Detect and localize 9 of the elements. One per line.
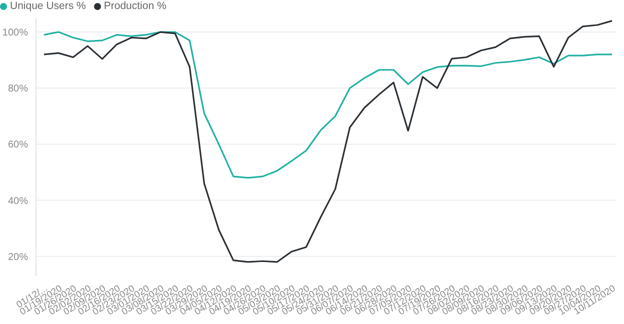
y-tick-label: 80% bbox=[8, 84, 28, 95]
y-tick-label: 40% bbox=[8, 196, 28, 207]
legend-label: Unique Users % bbox=[10, 0, 86, 12]
line-series bbox=[43, 20, 613, 263]
y-tick-label: 60% bbox=[8, 140, 28, 151]
y-tick-label: 20% bbox=[8, 252, 28, 263]
legend-label: Production % bbox=[104, 0, 166, 12]
y-tick-label: 100% bbox=[2, 28, 28, 39]
line-series bbox=[43, 31, 613, 179]
